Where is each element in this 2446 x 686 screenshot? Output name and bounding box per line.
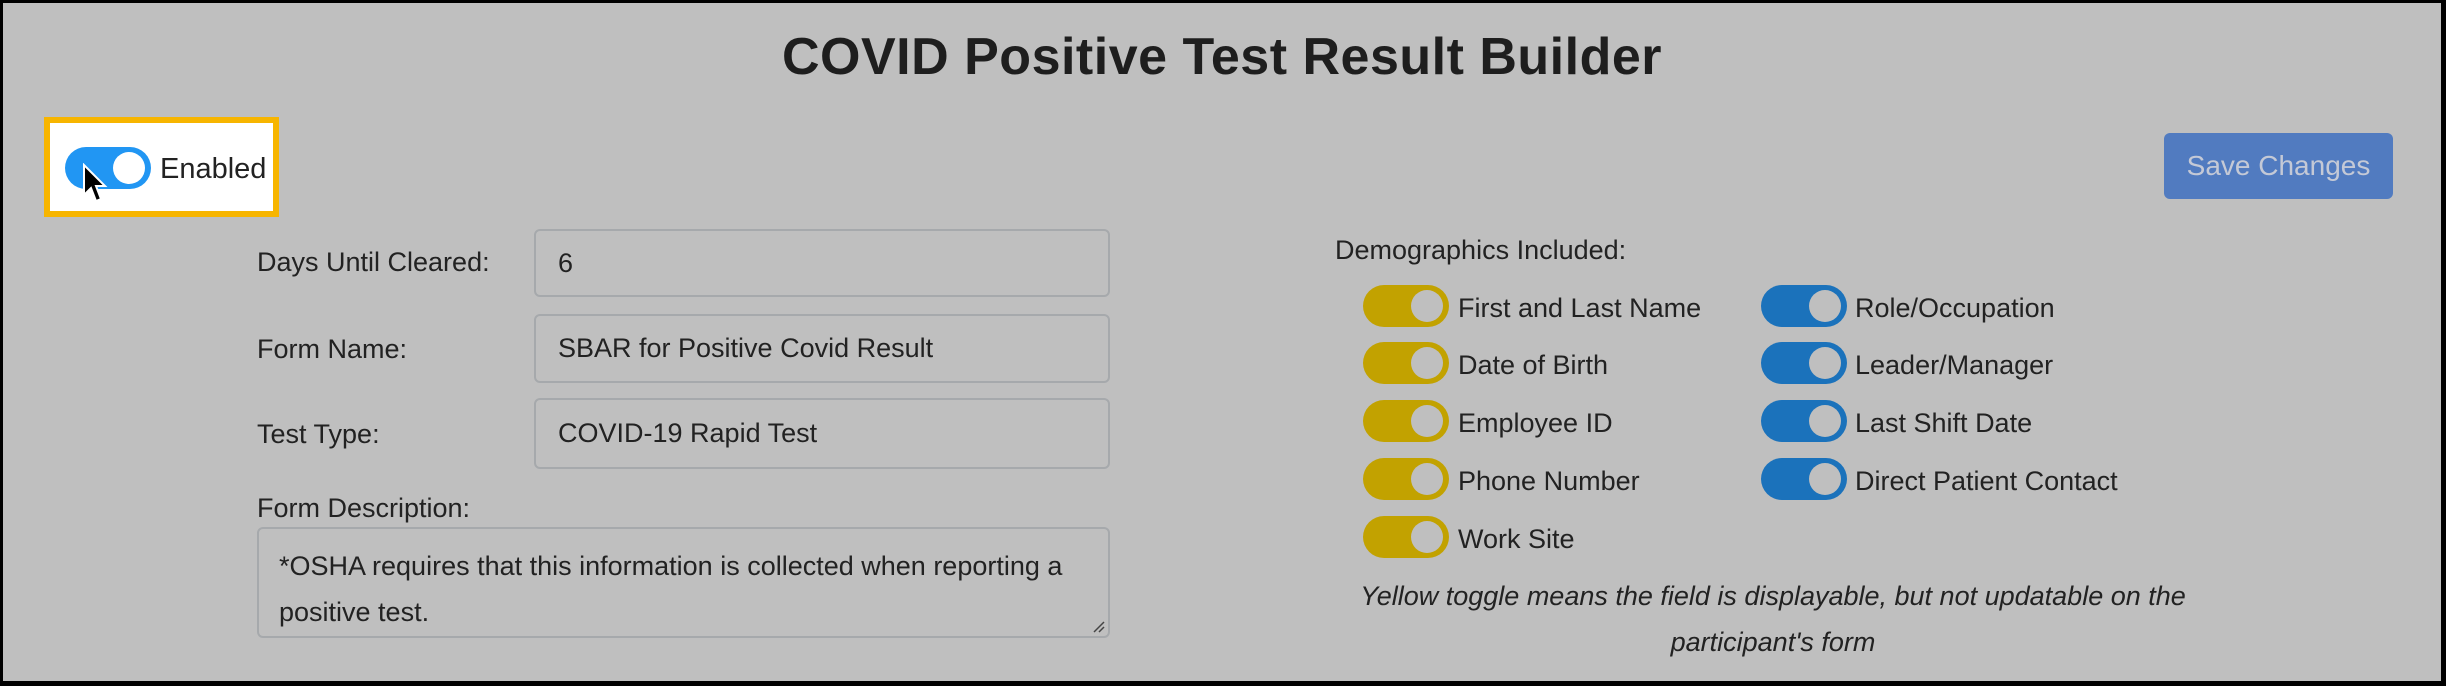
enabled-toggle[interactable] <box>65 147 151 189</box>
form-name-input[interactable]: SBAR for Positive Covid Result <box>534 314 1110 383</box>
form-description-text: *OSHA requires that this information is … <box>279 551 1063 627</box>
toggle-first-last-name[interactable] <box>1363 285 1449 327</box>
toggle-leader-manager[interactable] <box>1761 342 1847 384</box>
form-name-label: Form Name: <box>257 334 408 364</box>
form-description-label: Form Description: <box>257 493 471 523</box>
days-until-cleared-input[interactable]: 6 <box>534 229 1110 297</box>
toggle-knob <box>1809 347 1841 379</box>
work-site-label: Work Site <box>1458 524 1575 554</box>
toggle-role-occupation[interactable] <box>1761 285 1847 327</box>
test-type-input[interactable]: COVID-19 Rapid Test <box>534 398 1110 469</box>
demographics-label: Demographics Included: <box>1335 235 1627 265</box>
toggle-phone-number[interactable] <box>1363 458 1449 500</box>
toggle-knob <box>1809 463 1841 495</box>
last-shift-date-label: Last Shift Date <box>1855 408 2033 438</box>
toggle-knob <box>1411 290 1443 322</box>
toggle-knob <box>113 152 145 184</box>
toggle-direct-patient-contact[interactable] <box>1761 458 1847 500</box>
phone-number-label: Phone Number <box>1458 466 1640 496</box>
test-type-label: Test Type: <box>257 419 380 449</box>
form-description-textarea[interactable]: *OSHA requires that this information is … <box>257 527 1110 638</box>
toggle-knob <box>1411 347 1443 379</box>
toggle-knob <box>1411 405 1443 437</box>
days-until-cleared-label: Days Until Cleared: <box>257 247 490 277</box>
date-of-birth-label: Date of Birth <box>1458 350 1609 380</box>
direct-patient-contact-label: Direct Patient Contact <box>1855 466 2118 496</box>
role-occupation-label: Role/Occupation <box>1855 293 2055 323</box>
enabled-label: Enabled <box>160 153 267 185</box>
yellow-toggle-note: Yellow toggle means the field is display… <box>1360 581 2186 657</box>
leader-manager-label: Leader/Manager <box>1855 350 2054 380</box>
toggle-date-of-birth[interactable] <box>1363 342 1449 384</box>
mouse-cursor-icon <box>83 163 108 203</box>
toggle-last-shift-date[interactable] <box>1761 400 1847 442</box>
page-title: COVID Positive Test Result Builder <box>781 28 1662 86</box>
first-last-name-label: First and Last Name <box>1458 293 1702 323</box>
resize-handle-icon[interactable] <box>1091 619 1105 633</box>
toggle-knob <box>1411 463 1443 495</box>
toggle-work-site[interactable] <box>1363 516 1449 558</box>
toggle-knob <box>1809 290 1841 322</box>
save-changes-button[interactable]: Save Changes <box>2164 133 2393 199</box>
page: COVID Positive Test Result Builder Enabl… <box>3 3 2441 681</box>
employee-id-label: Employee ID <box>1458 408 1613 438</box>
toggle-knob <box>1809 405 1841 437</box>
toggle-employee-id[interactable] <box>1363 400 1449 442</box>
toggle-knob <box>1411 521 1443 553</box>
enabled-toggle-highlight: Enabled <box>44 117 279 217</box>
